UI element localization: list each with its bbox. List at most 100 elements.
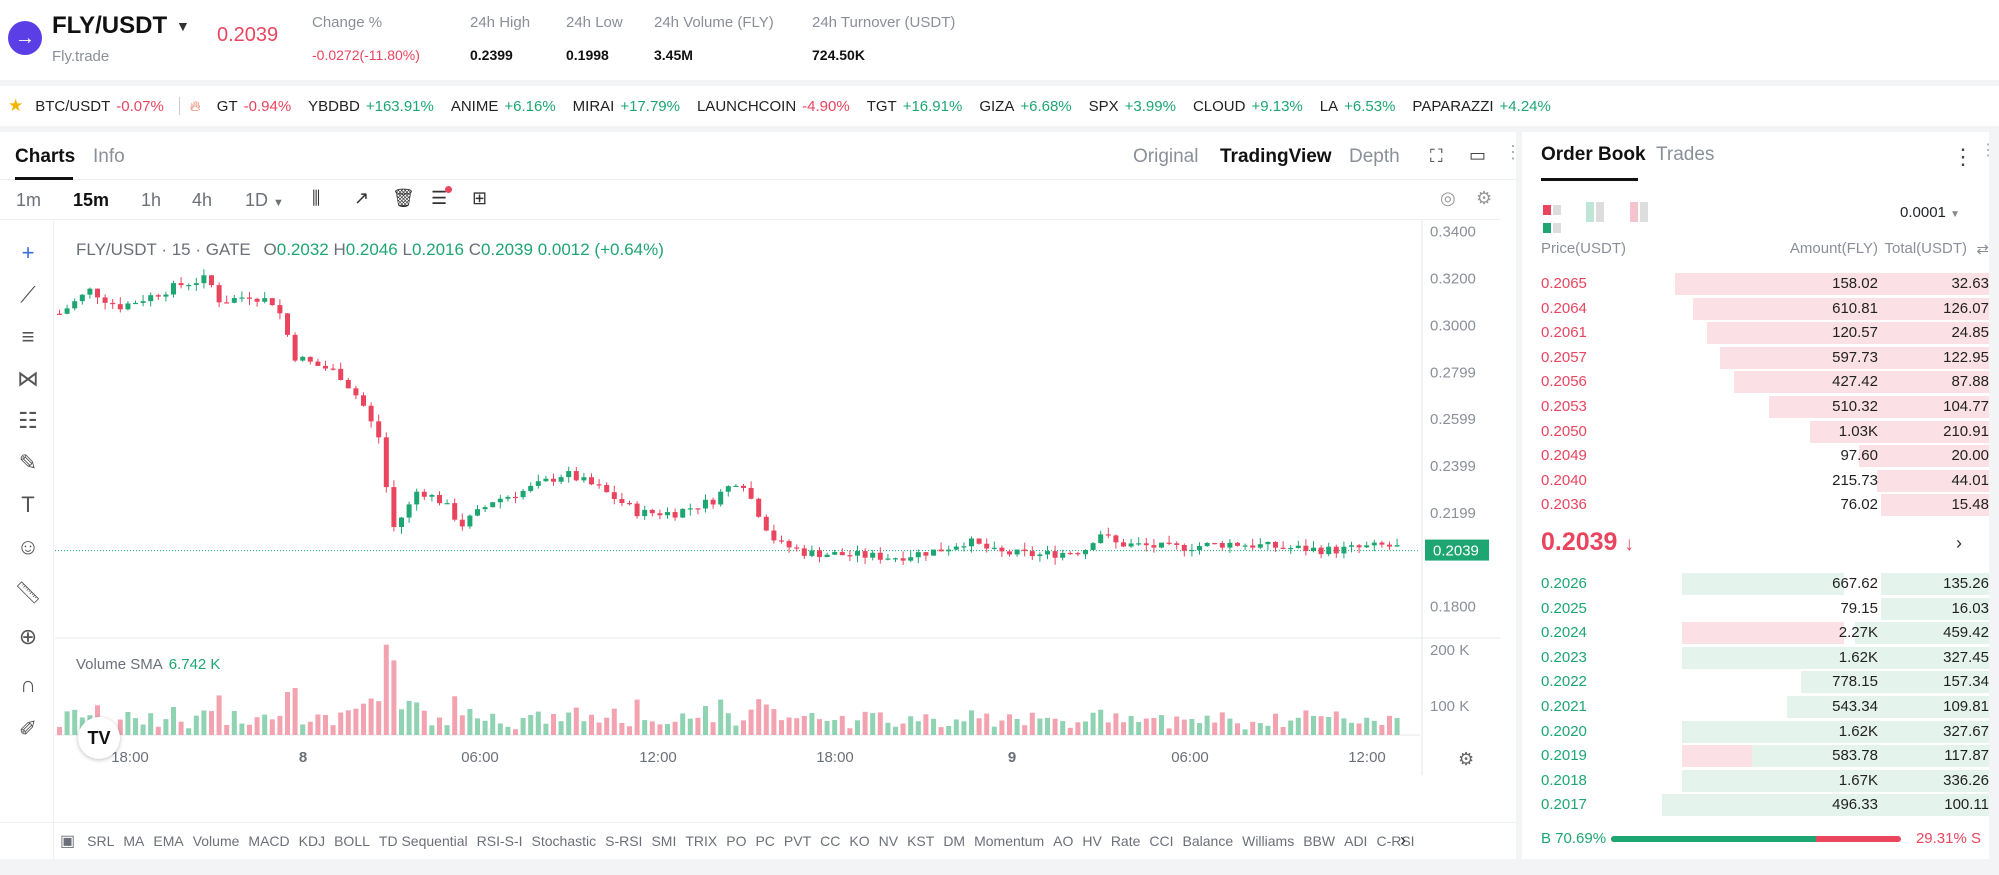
ticker-item[interactable]: YBDBD +163.91%	[308, 98, 434, 115]
settings-icon[interactable]: ⚙	[1476, 188, 1493, 208]
indicator-item[interactable]: BOLL	[334, 832, 370, 849]
pair-selector[interactable]: FLY/USDT	[52, 12, 168, 39]
indicator-item[interactable]: MACD	[248, 832, 290, 849]
indicator-item[interactable]: CC	[820, 832, 841, 849]
chevron-right-icon[interactable]: ›	[1956, 533, 1962, 553]
price-chart[interactable]: 0.3400 0.3200 0.3000 0.2799 0.2599 0.2399 0.21…	[55, 220, 1500, 820]
tab-order-book[interactable]: Order Book	[1541, 144, 1646, 165]
horizontal-lines-icon[interactable]: ≡	[21, 324, 35, 349]
indicator-item[interactable]: RSI-S-I	[476, 832, 523, 849]
indicator-item[interactable]: Williams	[1242, 832, 1295, 849]
indicator-item[interactable]: MA	[123, 832, 145, 849]
tab-info[interactable]: Info	[93, 146, 125, 167]
trendline-icon[interactable]: ⟋	[20, 282, 36, 307]
indicator-item[interactable]: BBW	[1303, 832, 1336, 849]
bid-row[interactable]: 0.2025 79.15 16.03	[1541, 597, 1989, 621]
interval-1d[interactable]: 1D ▼	[245, 190, 284, 211]
brush-icon[interactable]: ✎	[18, 450, 38, 475]
magnet-icon[interactable]: ∩	[20, 672, 36, 697]
indicator-item[interactable]: ADI	[1344, 832, 1368, 849]
trash-icon[interactable]: 🗑︎	[392, 188, 415, 208]
fib-icon[interactable]: ☷	[18, 408, 38, 433]
ticker-item[interactable]: LA +6.53%	[1320, 98, 1396, 115]
layout-grid-icon[interactable]: ⊞	[472, 188, 488, 208]
indicator-item[interactable]: DM	[943, 832, 966, 849]
ask-row[interactable]: 0.2056 427.42 87.88	[1541, 370, 1989, 394]
text-icon[interactable]: T	[21, 492, 35, 517]
window-icon[interactable]: ▭	[1469, 145, 1487, 165]
indicator-item[interactable]: PO	[726, 832, 747, 849]
interval-1h[interactable]: 1h	[141, 190, 162, 210]
bid-row[interactable]: 0.2024 2.27K 459.42	[1541, 621, 1989, 645]
bid-row[interactable]: 0.2018 1.67K 336.26	[1541, 769, 1989, 793]
ticker-item[interactable]: SPX +3.99%	[1089, 98, 1176, 115]
view-both-icon[interactable]	[1543, 202, 1561, 238]
drag-handle-icon[interactable]: ⋮	[1504, 142, 1522, 162]
crosshair-icon[interactable]: +	[21, 240, 35, 265]
bid-row[interactable]: 0.2019 583.78 117.87	[1541, 744, 1989, 768]
indicator-item[interactable]: PC	[755, 832, 775, 849]
camera-icon[interactable]: ◎	[1440, 188, 1456, 208]
drag-handle-icon[interactable]: ⋮	[1980, 142, 1996, 159]
ticker-item[interactable]: GIZA +6.68%	[979, 98, 1071, 115]
indicator-item[interactable]: NV	[878, 832, 899, 849]
caret-down-icon[interactable]: ▼	[176, 18, 190, 34]
ask-row[interactable]: 0.2064 610.81 126.07	[1541, 297, 1989, 321]
interval-4h[interactable]: 4h	[192, 190, 213, 210]
bid-row[interactable]: 0.2020 1.62K 327.67	[1541, 720, 1989, 744]
bid-row[interactable]: 0.2023 1.62K 327.45	[1541, 646, 1989, 670]
ask-row[interactable]: 0.2065 158.02 32.63	[1541, 272, 1989, 296]
view-bids-icon[interactable]	[1586, 202, 1604, 227]
tab-charts[interactable]: Charts	[15, 146, 76, 167]
indicator-item[interactable]: EMA	[153, 832, 184, 849]
indicator-item[interactable]: KO	[849, 832, 870, 849]
ask-row[interactable]: 0.2061 120.57 24.85	[1541, 321, 1989, 345]
indicator-item[interactable]: TRIX	[685, 832, 718, 849]
interval-1m[interactable]: 1m	[16, 190, 42, 210]
ticker-item[interactable]: GT -0.94%	[217, 98, 291, 115]
indicator-item[interactable]: PVT	[783, 832, 812, 849]
candle-type-icon[interactable]: ⫼	[312, 188, 321, 208]
indicator-item[interactable]: HV	[1082, 832, 1102, 849]
tab-trades[interactable]: Trades	[1656, 144, 1715, 165]
ask-row[interactable]: 0.2040 215.73 44.01	[1541, 469, 1989, 493]
ticker-item[interactable]: TGT +16.91%	[867, 98, 963, 115]
indicator-item[interactable]: Rate	[1110, 832, 1141, 849]
indicator-item[interactable]: KST	[907, 832, 935, 849]
indicator-item[interactable]: Volume	[192, 832, 240, 849]
indicator-item[interactable]: AO	[1053, 832, 1074, 849]
view-tradingview[interactable]: TradingView	[1220, 146, 1332, 167]
emoji-icon[interactable]: ☺	[16, 534, 40, 559]
precision-select[interactable]: 0.0001 ▼	[1900, 204, 1960, 221]
bid-row[interactable]: 0.2017 496.33 100.11	[1541, 793, 1989, 817]
view-depth[interactable]: Depth	[1349, 146, 1400, 167]
ticker-item[interactable]: PAPARAZZI +4.24%	[1412, 98, 1550, 115]
ticker-item[interactable]: BTC/USDT -0.07%	[35, 98, 164, 115]
indicator-item[interactable]: SMI	[651, 832, 677, 849]
ticker-item[interactable]: MIRAI +17.79%	[573, 98, 680, 115]
view-original[interactable]: Original	[1133, 146, 1199, 167]
indicator-item[interactable]: Momentum	[974, 832, 1045, 849]
fullscreen-icon[interactable]: ⛶	[1430, 146, 1443, 166]
chevron-right-icon[interactable]: ›	[1400, 830, 1406, 850]
pattern-icon[interactable]: ⋈	[17, 366, 39, 391]
lock-pen-icon[interactable]: ✐	[18, 716, 38, 741]
ruler-icon[interactable]: 📏︎	[14, 580, 42, 605]
ask-row[interactable]: 0.2053 510.32 104.77	[1541, 395, 1989, 419]
bid-row[interactable]: 0.2022 778.15 157.34	[1541, 670, 1989, 694]
bid-row[interactable]: 0.2026 667.62 135.26	[1541, 572, 1989, 596]
ask-row[interactable]: 0.2050 1.03K 210.91	[1541, 420, 1989, 444]
indicator-item[interactable]: C-RSI	[1376, 832, 1415, 849]
bid-row[interactable]: 0.2021 543.34 109.81	[1541, 695, 1989, 719]
indicator-item[interactable]: S-RSI	[605, 832, 643, 849]
swap-icon[interactable]: ⇄	[1976, 241, 1989, 258]
ticker-item[interactable]: ANIME +6.16%	[451, 98, 556, 115]
ticker-item[interactable]: LAUNCHCOIN -4.90%	[697, 98, 850, 115]
view-asks-icon[interactable]	[1630, 202, 1648, 227]
indicator-item[interactable]: Balance	[1182, 832, 1234, 849]
zoom-in-icon[interactable]: ⊕	[18, 624, 38, 649]
ask-row[interactable]: 0.2036 76.02 15.48	[1541, 493, 1989, 517]
calendar-icon[interactable]: ▣	[60, 832, 76, 850]
ask-row[interactable]: 0.2049 97.60 20.00	[1541, 444, 1989, 468]
indicators-icon[interactable]: ↗	[354, 188, 370, 208]
